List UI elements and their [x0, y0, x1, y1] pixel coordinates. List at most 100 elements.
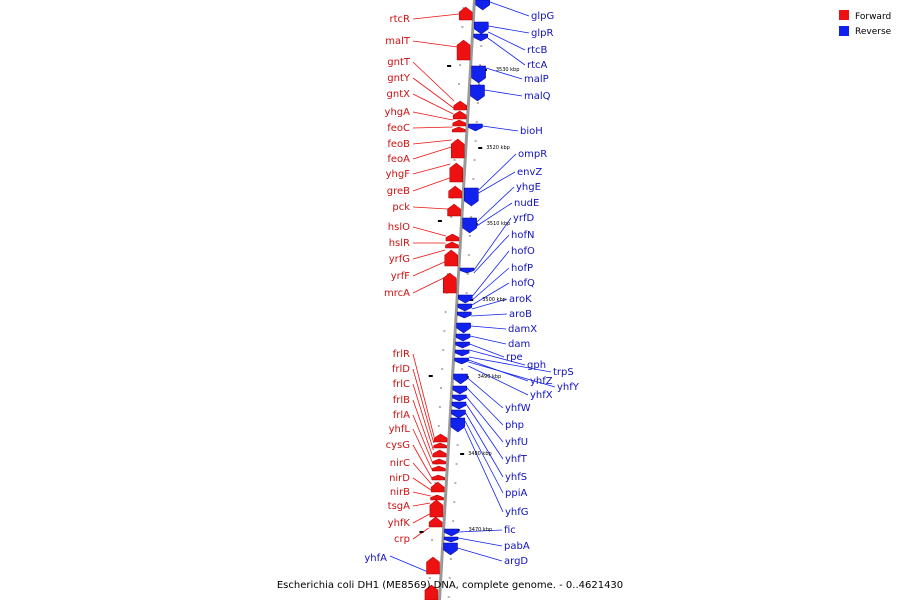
reverse-leader-line	[476, 186, 515, 223]
reverse-leader-line	[470, 335, 507, 345]
reverse-leader-line	[468, 361, 556, 388]
kbp-tick-label: 3530 kbp	[496, 67, 520, 73]
reverse-gene-label: rpe	[506, 352, 523, 363]
forward-gene-label: feoB	[387, 139, 410, 150]
forward-gene-glyph	[426, 556, 440, 575]
reverse-leader-line	[487, 37, 526, 66]
forward-leader-line	[412, 462, 432, 485]
legend-forward-swatch	[839, 10, 849, 20]
reverse-leader-line	[471, 298, 508, 310]
reverse-gene-label: hofP	[511, 263, 533, 274]
forward-gene-label: hslO	[388, 222, 410, 233]
reverse-leader-line	[458, 529, 503, 533]
reverse-gene-label: yhfG	[505, 507, 529, 518]
reverse-gene-label: gph	[527, 360, 546, 371]
forward-gene-glyph	[424, 584, 439, 600]
reverse-gene-label: ppiA	[505, 488, 527, 499]
forward-gene-label: gntX	[387, 89, 411, 100]
forward-gene-glyph	[429, 499, 444, 518]
forward-leader-line	[412, 414, 433, 464]
kbp-tick-mark	[447, 65, 452, 67]
kbp-tick-label: 3470 kbp	[469, 527, 493, 533]
forward-gene-glyph	[433, 442, 447, 449]
kbp-tick-mark	[419, 531, 424, 533]
forward-gene-label: hslR	[389, 238, 410, 249]
kbp-tick-label: 3520 kbp	[486, 145, 510, 151]
reverse-gene-glyph	[455, 341, 470, 349]
reverse-gene-label: aroB	[509, 309, 532, 320]
forward-leader-line	[412, 477, 432, 491]
reverse-gene-label: php	[505, 420, 524, 431]
kbp-tick-label: 3510 kbp	[487, 221, 511, 227]
forward-leader-line	[412, 249, 446, 260]
forward-gene-label: tsgA	[388, 501, 410, 512]
gene-labels: rtcR malT gntT gntY gntX yhgA feoC feoB feoA yhgF…	[364, 11, 579, 567]
forward-gene-label: frlA	[393, 410, 410, 421]
forward-gene-glyph	[428, 516, 443, 528]
reverse-gene-glyph	[457, 303, 473, 312]
gene-features	[424, 0, 490, 600]
forward-gene-label: greB	[387, 186, 410, 197]
reverse-gene-glyph	[459, 267, 475, 274]
reverse-gene-label: hofO	[511, 246, 535, 257]
genome-axis-layer: 3530 kbp 3520 kbp 3510 kbp 3500 kbp 3490 kbp…	[419, 0, 520, 600]
forward-gene-label: malT	[385, 36, 411, 47]
forward-gene-glyph	[432, 465, 446, 472]
reverse-gene-label: rtcB	[527, 45, 548, 56]
forward-leader-line	[412, 206, 448, 210]
forward-leader-line	[412, 40, 458, 48]
forward-gene-label: feoC	[387, 123, 410, 134]
forward-gene-glyph	[445, 233, 460, 242]
reverse-gene-label: malP	[524, 74, 549, 85]
kbp-tick-mark	[478, 147, 483, 149]
reverse-gene-glyph	[451, 401, 467, 410]
reverse-leader-line	[469, 349, 526, 366]
forward-gene-glyph	[445, 241, 459, 249]
forward-gene-label: yrfF	[391, 271, 411, 282]
reverse-gene-label: yhfS	[505, 472, 527, 483]
forward-gene-label: nirC	[390, 458, 410, 469]
forward-gene-label: nirD	[389, 473, 410, 484]
forward-leader-line	[412, 527, 429, 540]
reverse-leader-line	[466, 387, 504, 426]
reverse-gene-label: envZ	[517, 167, 542, 178]
reverse-leader-line	[465, 403, 504, 460]
reverse-leader-line	[473, 234, 510, 274]
forward-gene-glyph	[452, 126, 466, 133]
forward-leader-line	[412, 399, 434, 458]
reverse-gene-glyph	[475, 0, 490, 11]
forward-leader-line	[412, 111, 453, 121]
reverse-gene-label: aroK	[509, 294, 532, 305]
forward-gene-glyph	[430, 481, 445, 493]
reverse-leader-line	[471, 267, 510, 301]
reverse-leader-line	[478, 171, 516, 194]
reverse-leader-line	[464, 427, 504, 513]
kbp-tick-mark	[460, 453, 465, 455]
kbp-tick-label: 3480 kbp	[468, 451, 492, 457]
forward-gene-label: mrcA	[384, 288, 410, 299]
reverse-leader-line	[468, 356, 552, 373]
reverse-leader-line	[470, 325, 507, 330]
reverse-gene-glyph	[456, 322, 471, 334]
reverse-gene-label: nudE	[514, 198, 539, 209]
reverse-leader-line	[465, 412, 504, 478]
reverse-gene-label: fic	[504, 525, 516, 536]
genome-axis	[438, 0, 476, 600]
forward-leader-line	[412, 491, 431, 497]
label-leader-lines	[389, 1, 556, 573]
legend-reverse-swatch	[839, 26, 849, 36]
legend-forward-label: Forward	[855, 12, 891, 22]
reverse-leader-line	[466, 396, 504, 443]
reverse-leader-line	[469, 343, 505, 358]
reverse-gene-glyph	[454, 357, 469, 365]
forward-leader-line	[412, 277, 444, 294]
forward-gene-glyph	[444, 249, 458, 267]
reverse-gene-label: trpS	[553, 367, 574, 378]
reverse-leader-line	[389, 555, 429, 573]
reverse-leader-line	[487, 31, 526, 51]
forward-gene-label: yrfG	[389, 254, 410, 265]
forward-leader-line	[412, 226, 447, 237]
reverse-gene-glyph	[464, 187, 479, 207]
reverse-gene-glyph	[453, 373, 468, 385]
reverse-gene-glyph	[474, 21, 489, 35]
